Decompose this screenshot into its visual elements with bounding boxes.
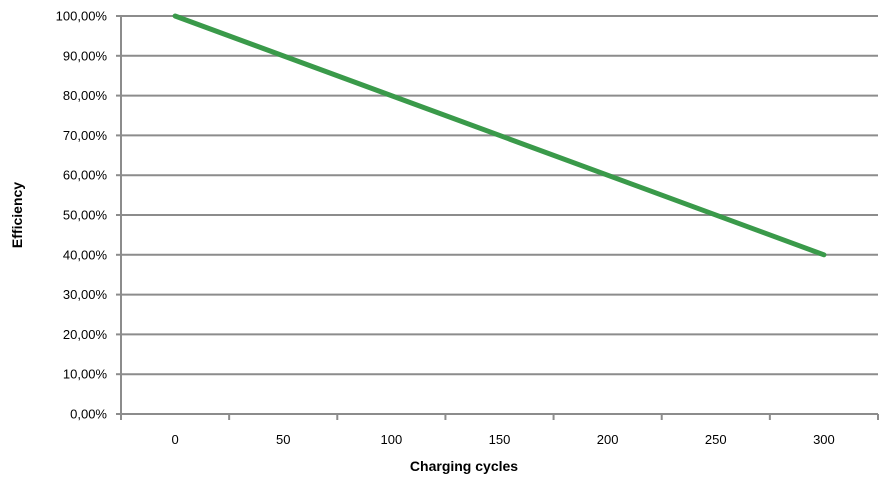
y-tick-label: 60,00% xyxy=(63,168,108,183)
y-tick-label: 100,00% xyxy=(56,9,108,24)
y-tick-label: 0,00% xyxy=(70,407,107,422)
y-tick-label: 50,00% xyxy=(63,208,108,223)
y-tick-label: 90,00% xyxy=(63,48,108,63)
x-tick-label: 0 xyxy=(171,432,178,447)
x-tick-label: 200 xyxy=(597,432,619,447)
y-tick-label: 70,00% xyxy=(63,128,108,143)
y-axis-title: Efficiency xyxy=(9,182,25,248)
x-tick-label: 150 xyxy=(489,432,511,447)
x-axis-title: Charging cycles xyxy=(410,458,518,474)
y-tick-label: 10,00% xyxy=(63,367,108,382)
y-tick-labels: 0,00% 10,00% 20,00% 30,00% 40,00% 50,00% 60,00… xyxy=(56,9,108,422)
y-tick-label: 20,00% xyxy=(63,327,108,342)
series-group xyxy=(172,13,827,258)
x-tick-label: 300 xyxy=(813,432,835,447)
y-tick-label: 40,00% xyxy=(63,247,108,262)
x-tick-label: 50 xyxy=(276,432,290,447)
x-tick-labels: 0 50 100 150 200 250 300 xyxy=(171,432,834,447)
series-line xyxy=(172,13,827,258)
x-tick-label: 100 xyxy=(381,432,403,447)
x-tick-label: 250 xyxy=(705,432,727,447)
axes xyxy=(116,15,879,420)
y-tick-label: 80,00% xyxy=(63,88,108,103)
gridlines xyxy=(121,15,878,376)
y-tick-label: 30,00% xyxy=(63,287,108,302)
